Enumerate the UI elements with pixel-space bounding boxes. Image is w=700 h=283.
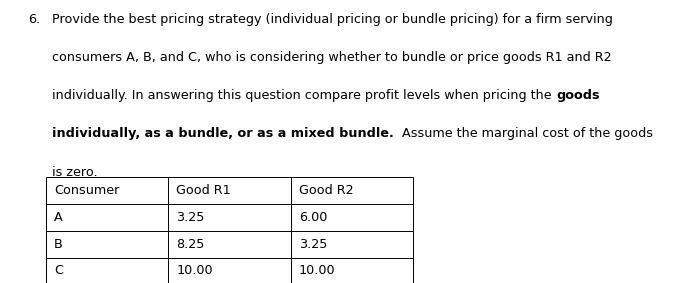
Text: 3.25: 3.25	[176, 211, 205, 224]
Text: 3.25: 3.25	[299, 238, 328, 250]
Text: Assume the marginal cost of the goods: Assume the marginal cost of the goods	[394, 127, 653, 140]
Text: Provide the best pricing strategy (individual pricing or bundle pricing) for a f: Provide the best pricing strategy (indiv…	[52, 13, 613, 26]
Text: individually, as a bundle, or as a mixed bundle.: individually, as a bundle, or as a mixed…	[52, 127, 394, 140]
Text: 10.00: 10.00	[299, 265, 335, 277]
Text: 6.00: 6.00	[299, 211, 328, 224]
Text: Consumer: Consumer	[54, 184, 119, 197]
Text: is zero.: is zero.	[52, 166, 98, 179]
Text: Good R2: Good R2	[299, 184, 354, 197]
Text: B: B	[54, 238, 63, 250]
Text: consumers A, B, and C, who is considering whether to bundle or price goods R1 an: consumers A, B, and C, who is considerin…	[52, 51, 612, 64]
Text: 10.00: 10.00	[176, 265, 213, 277]
Text: 6.: 6.	[28, 13, 40, 26]
Text: 8.25: 8.25	[176, 238, 205, 250]
Text: goods: goods	[556, 89, 600, 102]
Text: individually. In answering this question compare profit levels when pricing the: individually. In answering this question…	[52, 89, 556, 102]
Text: C: C	[54, 265, 63, 277]
Text: A: A	[54, 211, 63, 224]
Text: Good R1: Good R1	[176, 184, 231, 197]
